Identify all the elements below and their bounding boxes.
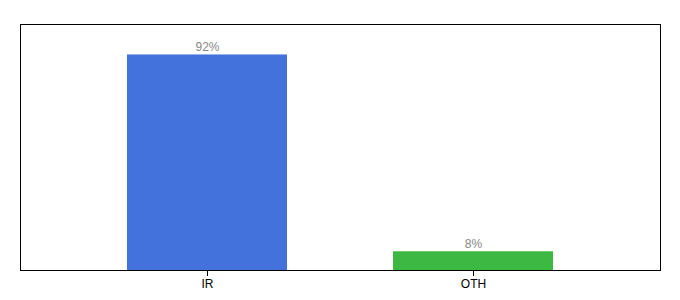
svg-text:92%: 92% (195, 40, 219, 54)
svg-text:8%: 8% (465, 237, 483, 251)
svg-text:OTH: OTH (461, 277, 486, 291)
svg-text:IR: IR (202, 277, 214, 291)
